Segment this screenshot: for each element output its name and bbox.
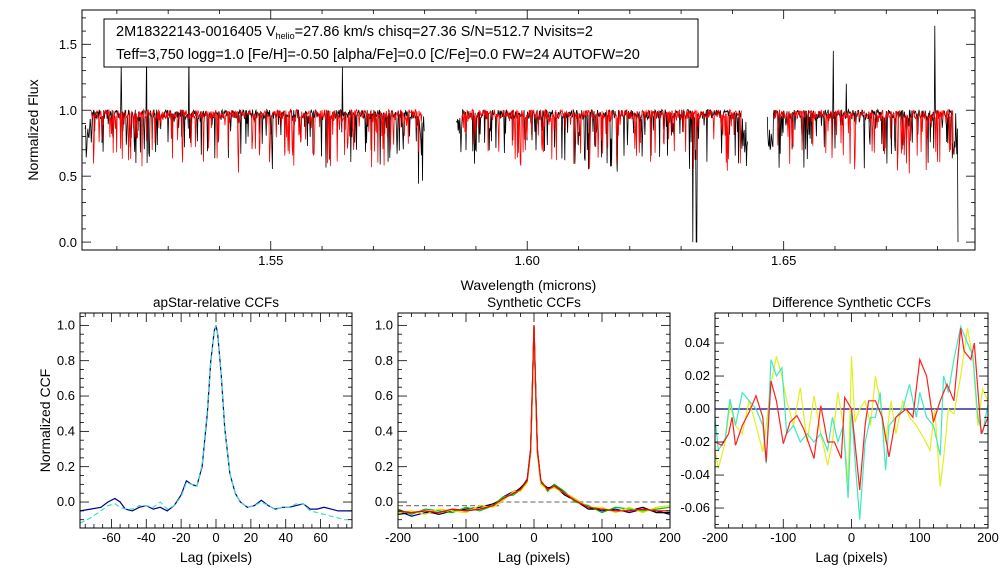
y-tick-label: -0.06 bbox=[680, 500, 710, 515]
plot-area bbox=[84, 25, 959, 243]
y-tick-label: 1.0 bbox=[375, 318, 393, 333]
y-tick-label: 0.4 bbox=[375, 424, 393, 439]
axis-ticks bbox=[80, 313, 352, 528]
series-fit bbox=[80, 325, 352, 524]
x-tick-label: 0 bbox=[212, 530, 219, 545]
y-tick-label: 0.4 bbox=[57, 424, 75, 439]
series-model bbox=[90, 108, 955, 174]
x-tick-label: 20 bbox=[244, 530, 258, 545]
y-axis-title: Normalized Flux bbox=[25, 79, 41, 180]
y-axis-title: Normalized CCF bbox=[37, 369, 53, 472]
series-visit-3 bbox=[398, 325, 670, 516]
series-visit-2 bbox=[398, 327, 670, 516]
series-ccf bbox=[80, 325, 352, 512]
series-diff-yellow bbox=[715, 328, 988, 487]
x-tick-label: 1.60 bbox=[515, 253, 540, 268]
x-tick-label: -100 bbox=[453, 530, 479, 545]
plot-area bbox=[398, 325, 670, 517]
x-tick-label: -100 bbox=[770, 530, 796, 545]
y-tick-label: 0.2 bbox=[375, 459, 393, 474]
y-tick-label: 1.0 bbox=[57, 318, 75, 333]
info-subscript: helio bbox=[276, 31, 295, 41]
y-tick-label: 0.8 bbox=[57, 353, 75, 368]
y-tick-label: -0.04 bbox=[680, 467, 710, 482]
info-line-2: Teff=3,750 logg=1.0 [Fe/H]=-0.50 [alpha/… bbox=[116, 47, 640, 63]
y-tick-label: 0.6 bbox=[57, 388, 75, 403]
x-axis-title: Wavelength (microns) bbox=[461, 277, 597, 293]
x-tick-label: 200 bbox=[659, 530, 681, 545]
y-tick-label: 0.02 bbox=[685, 368, 710, 383]
synthetic-ccf-panel: -200 -100 0 100 200 0.0 0.2 0.4 0.6 0.8 1.0 Lag (pi… bbox=[375, 295, 681, 565]
y-tick-label: 0.2 bbox=[57, 459, 75, 474]
panel-title: Difference Synthetic CCFs bbox=[772, 295, 931, 310]
panel-title: Synthetic CCFs bbox=[487, 295, 581, 310]
x-axis-title: Lag (pixels) bbox=[498, 549, 570, 565]
series-zero bbox=[398, 501, 670, 507]
x-tick-label: 1.65 bbox=[771, 253, 796, 268]
x-tick-label: -200 bbox=[385, 530, 411, 545]
x-tick-label: -200 bbox=[702, 530, 728, 545]
x-tick-label: 60 bbox=[313, 530, 327, 545]
axis-ticks bbox=[397, 313, 671, 528]
x-tick-label: -40 bbox=[137, 530, 156, 545]
plot-area bbox=[80, 325, 352, 524]
plot-frame bbox=[81, 9, 976, 251]
x-tick-label: -60 bbox=[102, 530, 121, 545]
spectrum-panel: 1.55 1.60 1.65 0.0 0.5 1.0 1.5 Wavelength (micr… bbox=[25, 9, 976, 293]
x-tick-label: 100 bbox=[591, 530, 613, 545]
y-tick-label: 0.6 bbox=[375, 388, 393, 403]
x-tick-label: 0 bbox=[848, 530, 855, 545]
x-tick-label: 0 bbox=[530, 530, 537, 545]
info-box: 2M18322143-0016405 Vhelio=27.86 km/s chi… bbox=[103, 18, 699, 68]
y-tick-label: 0.04 bbox=[685, 335, 710, 350]
x-tick-label: 1.55 bbox=[258, 253, 283, 268]
y-tick-label: -0.02 bbox=[680, 434, 710, 449]
info-stats: =27.86 km/s chisq=27.36 S/N=512.7 Nvisit… bbox=[295, 24, 593, 40]
y-tick-label: 1.5 bbox=[59, 37, 77, 52]
panel-title: apStar-relative CCFs bbox=[153, 295, 279, 310]
info-star-velocity: 2M18322143-0016405 V bbox=[116, 24, 276, 40]
axis-ticks bbox=[714, 313, 989, 528]
x-axis-title: Lag (pixels) bbox=[815, 549, 887, 565]
series-diff-red bbox=[715, 328, 988, 490]
y-tick-label: 0.0 bbox=[57, 494, 75, 509]
x-axis-title: Lag (pixels) bbox=[180, 549, 252, 565]
series-visit-5 bbox=[398, 325, 670, 514]
y-tick-label: 0.0 bbox=[59, 235, 77, 250]
x-tick-label: -20 bbox=[172, 530, 191, 545]
plot-frame bbox=[79, 312, 353, 529]
series-visit-4 bbox=[398, 327, 670, 516]
apstar-ccf-panel: -60 -40 -20 0 20 40 60 0.0 0.2 0.4 0.6 0.8 1.0 Lag (p… bbox=[37, 295, 353, 565]
y-tick-label: 0.00 bbox=[685, 401, 710, 416]
axis-ticks bbox=[82, 10, 975, 250]
x-tick-label: 200 bbox=[977, 530, 999, 545]
y-tick-label: 0.8 bbox=[375, 353, 393, 368]
y-tick-label: 1.0 bbox=[59, 103, 77, 118]
y-tick-label: 0.0 bbox=[375, 494, 393, 509]
difference-ccf-panel: -200 -100 0 100 200 -0.06 -0.04 -0.02 0.00 0.02 0.… bbox=[680, 295, 998, 565]
info-line-1: 2M18322143-0016405 Vhelio=27.86 km/s chi… bbox=[116, 24, 593, 41]
plot-area bbox=[715, 324, 988, 520]
x-tick-label: 100 bbox=[909, 530, 931, 545]
x-tick-label: 40 bbox=[279, 530, 293, 545]
series-visit-1 bbox=[398, 325, 670, 517]
y-tick-label: 0.5 bbox=[59, 169, 77, 184]
